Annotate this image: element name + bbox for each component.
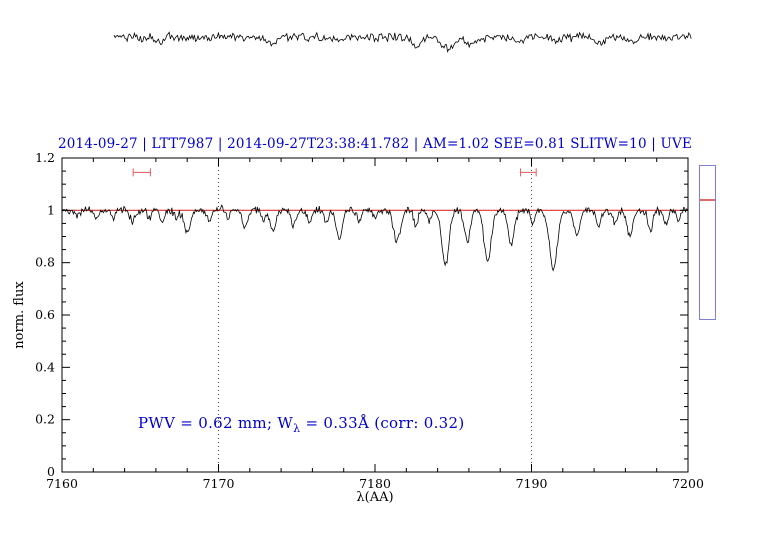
band-range-marker bbox=[519, 168, 537, 177]
x-tick-label: 7180 bbox=[359, 476, 391, 491]
y-tick-label: 0 bbox=[47, 464, 55, 479]
x-tick-label: 7170 bbox=[203, 476, 235, 491]
exposure-level-gauge bbox=[699, 165, 716, 320]
y-axis-label: norm. flux bbox=[12, 281, 27, 349]
y-tick-label: 0.2 bbox=[35, 412, 55, 427]
y-tick-label: 0.4 bbox=[35, 359, 55, 374]
pwv-annotation: PWV = 0.62 mm; Wλ = 0.33Å (corr: 0.32) bbox=[138, 414, 465, 435]
y-tick-label: 0.8 bbox=[35, 255, 55, 270]
cropped-upper-spectrum-trace bbox=[113, 31, 692, 53]
y-tick-label: 0.6 bbox=[35, 307, 55, 322]
y-tick-label: 1.2 bbox=[35, 150, 55, 165]
plot-title: 2014-09-27 | LTT7987 | 2014-09-27T23:38:… bbox=[57, 136, 693, 152]
x-tick-label: 7190 bbox=[516, 476, 548, 491]
y-tick-label: 1 bbox=[47, 202, 55, 217]
spectrum-trace bbox=[61, 204, 688, 272]
pwv-annotation-suffix: = 0.33Å (corr: 0.32) bbox=[300, 414, 465, 432]
band-range-marker bbox=[132, 168, 151, 177]
x-tick-label: 7200 bbox=[672, 476, 704, 491]
x-axis-label: λ(AA) bbox=[356, 490, 394, 505]
pwv-annotation-prefix: PWV = 0.62 mm; W bbox=[138, 414, 294, 432]
gauge-level-marker bbox=[700, 199, 715, 201]
pwv-annotation-lambda-subscript: λ bbox=[293, 422, 301, 435]
x-tick-label: 7160 bbox=[46, 476, 78, 491]
